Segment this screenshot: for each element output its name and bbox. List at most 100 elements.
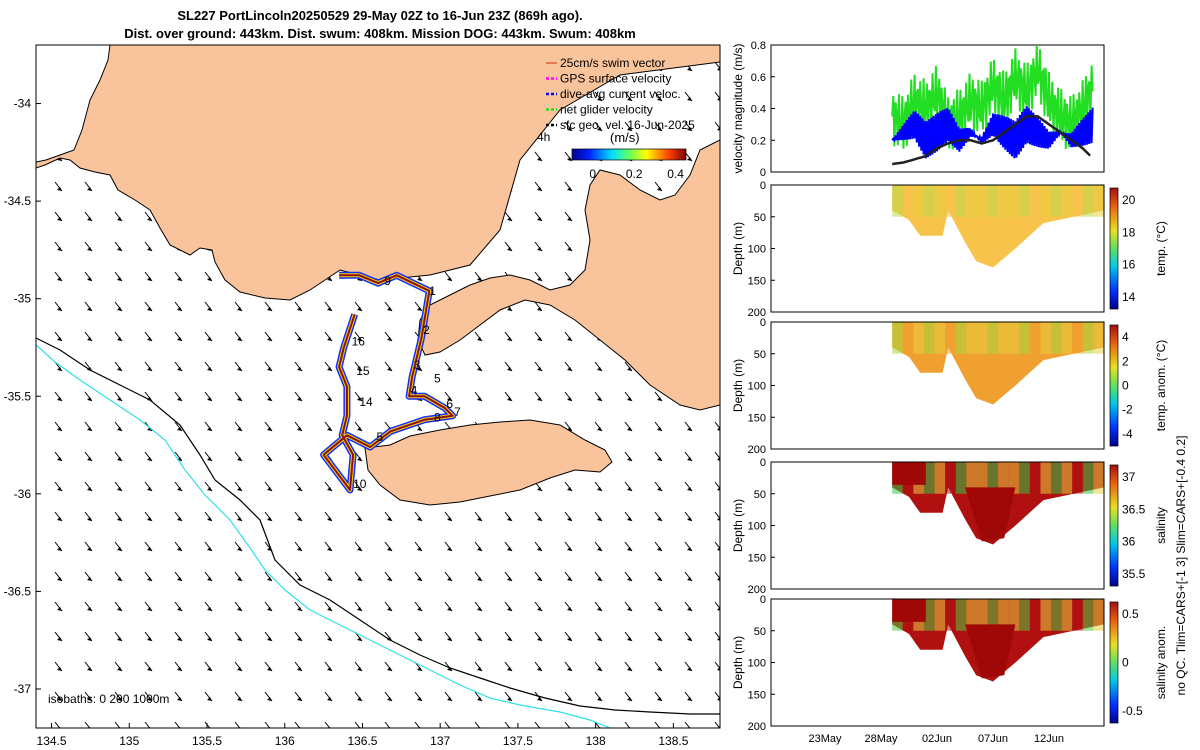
current-arrowhead bbox=[327, 487, 332, 491]
current-arrowhead bbox=[237, 547, 242, 551]
current-arrowhead bbox=[87, 517, 92, 521]
current-arrowhead bbox=[147, 517, 152, 521]
current-arrowhead bbox=[687, 427, 692, 431]
current-arrowhead bbox=[507, 637, 512, 641]
current-arrowhead bbox=[267, 397, 272, 401]
sal-depth-tick: 100 bbox=[748, 521, 766, 533]
current-arrowhead bbox=[207, 277, 212, 281]
waypoint-label: 1 bbox=[429, 284, 436, 298]
current-arrowhead bbox=[57, 637, 62, 641]
tanom-ylabel: Depth (m) bbox=[731, 359, 745, 412]
current-arrowhead bbox=[717, 457, 720, 461]
current-arrowhead bbox=[537, 277, 542, 281]
sanom-data-stripe bbox=[1072, 599, 1083, 631]
current-arrowhead bbox=[717, 427, 720, 431]
current-arrow bbox=[714, 601, 720, 610]
sal-data-stripe bbox=[1051, 462, 1062, 494]
current-arrowhead bbox=[267, 607, 272, 611]
current-arrow bbox=[84, 721, 91, 728]
current-arrow bbox=[384, 721, 391, 728]
current-arrowhead bbox=[657, 187, 662, 191]
temp-depth-tick: 200 bbox=[748, 307, 766, 319]
current-arrow bbox=[534, 721, 541, 728]
current-arrowhead bbox=[387, 307, 392, 311]
tanom-data-stripe bbox=[1051, 322, 1062, 354]
temp-cb-tick: 20 bbox=[1122, 193, 1136, 207]
current-arrowhead bbox=[327, 277, 332, 281]
current-arrowhead bbox=[357, 307, 362, 311]
current-arrowhead bbox=[87, 427, 92, 431]
sal-depth-tick: 200 bbox=[748, 584, 766, 596]
current-arrowhead bbox=[597, 667, 602, 671]
current-arrowhead bbox=[717, 97, 720, 101]
current-arrowhead bbox=[147, 307, 152, 311]
current-arrowhead bbox=[57, 277, 62, 281]
current-arrowhead bbox=[207, 517, 212, 521]
current-arrowhead bbox=[657, 127, 662, 131]
current-arrowhead bbox=[537, 217, 542, 221]
current-arrowhead bbox=[57, 217, 62, 221]
isobath-200m bbox=[36, 337, 720, 715]
current-arrowhead bbox=[177, 337, 182, 341]
current-arrowhead bbox=[537, 547, 542, 551]
lon-tick-label: 134.5 bbox=[37, 734, 67, 748]
current-arrowhead bbox=[567, 487, 572, 491]
current-arrow bbox=[444, 721, 451, 728]
tanom-cb-tick: -4 bbox=[1122, 427, 1133, 441]
land-yorke-peninsula bbox=[417, 139, 720, 411]
sanom-colorbar bbox=[1109, 601, 1119, 724]
velocity-ytick: 0.2 bbox=[751, 135, 766, 147]
current-arrowhead bbox=[207, 607, 212, 611]
sanom-data-stripe bbox=[1082, 599, 1094, 631]
current-arrowhead bbox=[627, 517, 632, 521]
current-arrowhead bbox=[567, 247, 572, 251]
lon-tick-label: 135.5 bbox=[192, 734, 222, 748]
current-arrowhead bbox=[237, 457, 242, 461]
sal-data-stripe bbox=[966, 462, 977, 494]
current-arrowhead bbox=[327, 517, 332, 521]
current-arrowhead bbox=[267, 457, 272, 461]
current-arrowhead bbox=[177, 547, 182, 551]
sal-colorbar bbox=[1109, 464, 1119, 587]
tanom-cblabel: temp. anom. (°C) bbox=[1154, 340, 1168, 432]
sal-cblabel: salinity bbox=[1154, 507, 1168, 544]
tanom-cb-tick: -2 bbox=[1122, 403, 1133, 417]
current-arrowhead bbox=[57, 307, 62, 311]
current-arrowhead bbox=[597, 367, 602, 371]
waypoint-label: 8 bbox=[434, 411, 441, 425]
current-arrowhead bbox=[477, 607, 482, 611]
lat-tick-label: -34.5 bbox=[4, 194, 32, 208]
current-arrowhead bbox=[357, 367, 362, 371]
current-arrowhead bbox=[327, 367, 332, 371]
current-arrowhead bbox=[477, 637, 482, 641]
current-arrowhead bbox=[147, 337, 152, 341]
current-arrow bbox=[564, 721, 571, 728]
current-arrowhead bbox=[567, 187, 572, 191]
current-arrowhead bbox=[657, 547, 662, 551]
temp-data-stripe bbox=[998, 185, 1009, 217]
sal-data-stripe bbox=[923, 462, 935, 494]
current-arrowhead bbox=[597, 637, 602, 641]
current-arrowhead bbox=[267, 427, 272, 431]
tanom-data-stripe bbox=[902, 322, 914, 354]
waypoint-label: 4 bbox=[411, 383, 418, 397]
current-arrowhead bbox=[567, 547, 572, 551]
current-arrowhead bbox=[567, 217, 572, 221]
current-arrowhead bbox=[357, 577, 362, 581]
current-arrow bbox=[714, 481, 720, 490]
current-arrowhead bbox=[177, 277, 182, 281]
current-arrowhead bbox=[57, 517, 62, 521]
current-arrowhead bbox=[87, 187, 92, 191]
tanom-data-stripe bbox=[934, 322, 946, 354]
velocity-ytick: 0 bbox=[760, 167, 766, 179]
current-arrowhead bbox=[627, 397, 632, 401]
tanom-data-stripe bbox=[987, 322, 999, 354]
current-arrowhead bbox=[567, 637, 572, 641]
current-arrowhead bbox=[87, 697, 92, 701]
current-arrowhead bbox=[717, 67, 720, 71]
tanom-data-stripe bbox=[966, 322, 977, 354]
current-arrowhead bbox=[87, 547, 92, 551]
current-arrowhead bbox=[477, 367, 482, 371]
colorbar-tick: 0 bbox=[589, 167, 596, 181]
